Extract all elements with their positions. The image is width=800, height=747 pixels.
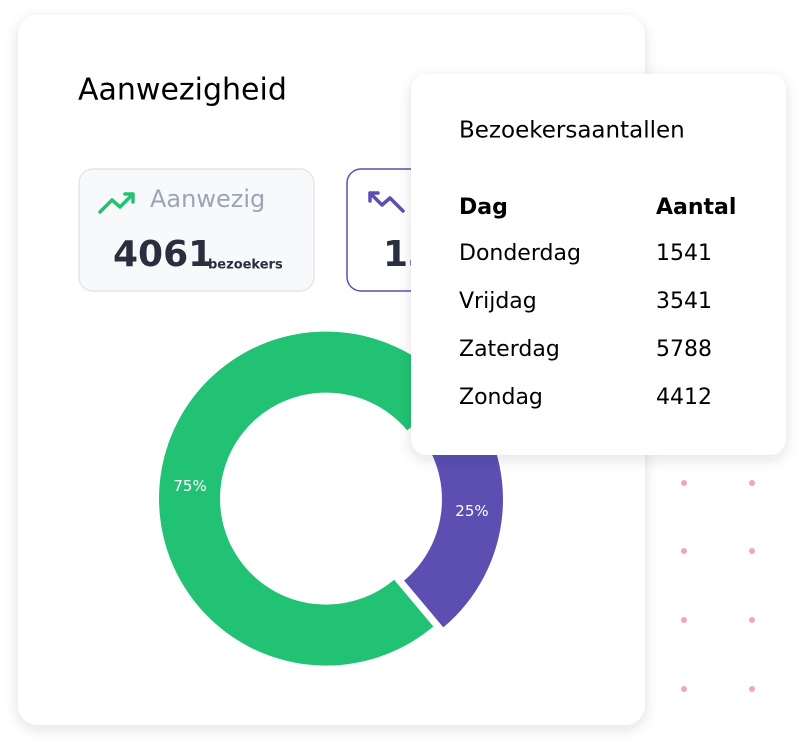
donut-slice <box>159 331 454 666</box>
trend-down-icon <box>368 191 405 213</box>
row-day: Zondag <box>459 385 543 410</box>
row-count: 3541 <box>656 289 712 314</box>
row-day: Donderdag <box>459 241 581 266</box>
row-count: 5788 <box>656 337 712 362</box>
stat-value: 4061 <box>113 234 213 275</box>
trend-up-icon <box>98 192 135 214</box>
dots <box>681 480 755 692</box>
row-count: 4412 <box>656 385 712 410</box>
row-day: Vrijdag <box>459 289 537 314</box>
popup-title: Bezoekersaantallen <box>459 118 685 144</box>
stat-card <box>78 168 315 292</box>
stat-label: Aanwezig <box>150 185 265 213</box>
table-header: Aantal <box>656 195 736 220</box>
popup <box>411 74 786 455</box>
slice-label: 75% <box>173 477 206 495</box>
slice-label: 25% <box>455 502 488 520</box>
row-day: Zaterdag <box>459 337 560 362</box>
card-title: Aanwezigheid <box>78 73 287 108</box>
stat-unit: bezoekers <box>208 258 283 273</box>
row-count: 1541 <box>656 241 712 266</box>
table-body: Donderdag 1541 Vrijdag 3541 Zaterdag 5788 Zond… <box>459 241 712 410</box>
table-header: Dag <box>459 195 508 220</box>
